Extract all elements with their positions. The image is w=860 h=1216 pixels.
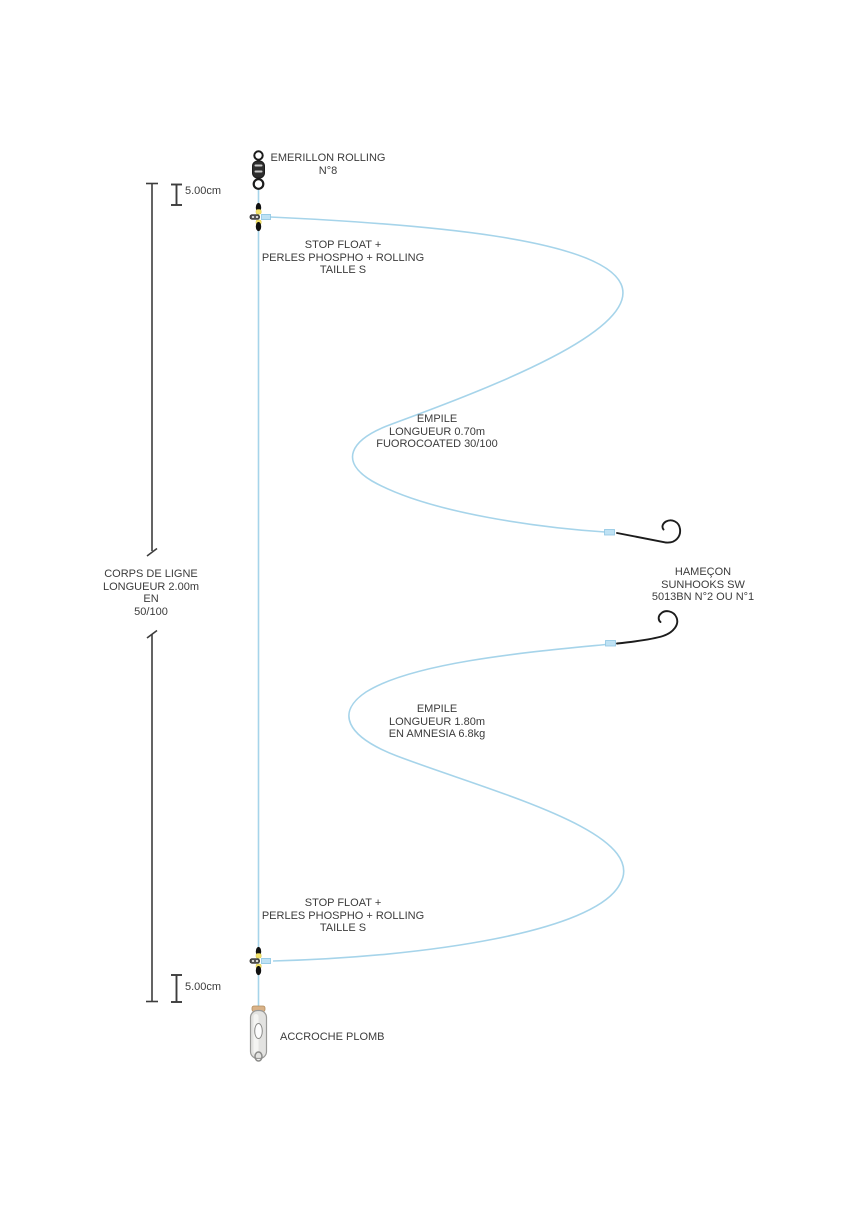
- hook-label: HAMEÇON SUNHOOKS SW 5013BN N°2 OU N°1: [651, 566, 755, 604]
- main-line-dimension: [146, 182, 158, 1003]
- measure-top-label: 5.00cm: [185, 185, 222, 197]
- snood-top-label: EMPILE LONGUEUR 0.70m FUOROCOATED 30/100: [376, 413, 498, 451]
- stop-float-top-label: STOP FLOAT + PERLES PHOSPHO + ROLLING TA…: [261, 239, 425, 277]
- stop-float-icon-bottom: [249, 946, 271, 976]
- measure-bracket-top: [171, 183, 182, 206]
- snood-bottom-line: [272, 643, 625, 962]
- stop-float-bottom-label: STOP FLOAT + PERLES PHOSPHO + ROLLING TA…: [261, 897, 425, 935]
- swivel-icon: [252, 150, 265, 190]
- lead-clip-icon: [249, 1005, 268, 1062]
- lead-clip-label: ACCROCHE PLOMB: [280, 1031, 385, 1043]
- measure-bracket-bottom: [171, 974, 182, 1003]
- main-line-label: CORPS DE LIGNE LONGUEUR 2.00m EN 50/100: [103, 568, 199, 618]
- hook-icon-top: [604, 519, 682, 544]
- measure-bottom-label: 5.00cm: [185, 981, 222, 993]
- hook-icon-bottom: [605, 610, 679, 647]
- snood-bottom-label: EMPILE LONGUEUR 1.80m EN AMNESIA 6.8kg: [388, 703, 486, 741]
- swivel-label: EMERILLON ROLLING N°8: [270, 152, 386, 177]
- snood-top-line: [269, 216, 624, 533]
- stop-float-icon-top: [249, 202, 271, 232]
